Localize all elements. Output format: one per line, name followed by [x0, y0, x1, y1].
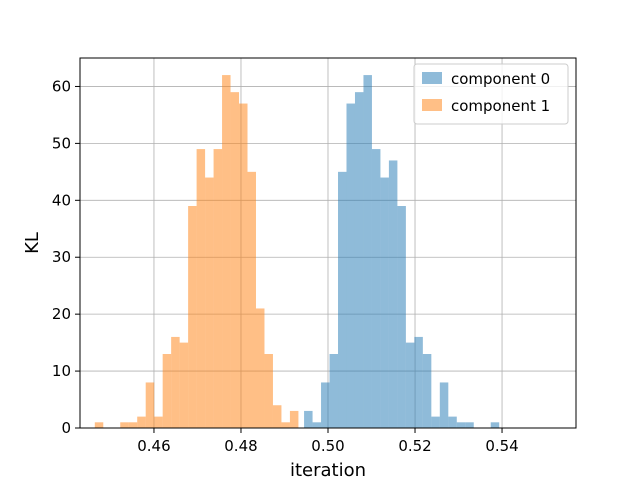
histogram-bar — [304, 410, 313, 428]
x-tick-label: 0.48 — [224, 437, 257, 455]
histogram-bar — [289, 410, 299, 428]
histogram-bar — [448, 416, 457, 428]
histogram-bar — [137, 416, 146, 428]
histogram-bar — [120, 422, 129, 428]
histogram-bars — [94, 75, 500, 429]
histogram-bar — [179, 342, 189, 428]
histogram-bar — [171, 336, 180, 428]
histogram-bar — [230, 92, 240, 429]
y-axis-ticks: 0 10 20 30 40 50 60 — [52, 77, 80, 437]
histogram-bar — [188, 206, 197, 428]
histogram-bar — [154, 416, 163, 428]
histogram-bar — [247, 171, 256, 428]
histogram-bar — [255, 308, 265, 428]
x-tick-label: 0.52 — [398, 437, 431, 455]
histogram-bar — [405, 342, 415, 428]
y-tick-label: 30 — [52, 248, 71, 266]
histogram-bar — [272, 405, 282, 428]
histogram-bar — [128, 422, 138, 428]
y-tick-label: 0 — [61, 419, 71, 437]
histogram-bar — [431, 416, 440, 428]
histogram-bar — [321, 382, 330, 428]
histogram-bar — [397, 206, 406, 428]
y-tick-label: 10 — [52, 362, 71, 380]
histogram-bar — [222, 75, 231, 429]
histogram-bar — [94, 422, 104, 428]
legend-box — [413, 63, 569, 125]
x-tick-label: 0.54 — [485, 437, 518, 455]
histogram-bar — [422, 354, 432, 428]
histogram-bar — [354, 92, 364, 429]
histogram-bar — [380, 177, 389, 428]
histogram-bar — [465, 422, 474, 428]
x-axis-ticks: 0.46 0.48 0.50 0.52 0.54 — [137, 428, 519, 455]
histogram-bar — [145, 382, 155, 428]
legend-swatch — [422, 72, 442, 84]
histogram-bar — [205, 177, 214, 428]
y-tick-label: 50 — [52, 134, 71, 152]
histogram-bar — [281, 422, 290, 428]
y-tick-label: 40 — [52, 191, 71, 209]
histogram-bar — [196, 149, 206, 429]
histogram-bar — [388, 160, 398, 428]
y-axis-label: KL — [22, 232, 43, 254]
histogram-bar — [490, 422, 500, 428]
x-tick-label: 0.50 — [311, 437, 344, 455]
histogram-bar — [162, 354, 172, 428]
histogram-bar — [414, 336, 423, 428]
histogram-bar — [346, 103, 355, 429]
histogram-bar — [363, 75, 372, 429]
x-tick-label: 0.46 — [137, 437, 170, 455]
legend-swatch — [422, 99, 442, 111]
legend-label: component 0 — [451, 70, 550, 88]
histogram-bar — [338, 171, 347, 428]
histogram-bar — [239, 103, 248, 429]
histogram-bar — [371, 149, 381, 429]
histogram-bar — [312, 422, 322, 428]
histogram-bar — [213, 149, 223, 429]
legend: component 0 component 1 — [413, 63, 569, 125]
histogram-bar — [329, 354, 339, 428]
y-tick-label: 20 — [52, 305, 71, 323]
x-axis-label: iteration — [290, 460, 366, 480]
series-0-bars — [304, 75, 500, 429]
y-tick-label: 60 — [52, 77, 71, 95]
series-1-bars — [94, 75, 299, 429]
histogram-bar — [456, 422, 466, 428]
legend-label: component 1 — [451, 97, 550, 115]
histogram-bar — [264, 354, 273, 428]
histogram-bar — [439, 382, 449, 428]
